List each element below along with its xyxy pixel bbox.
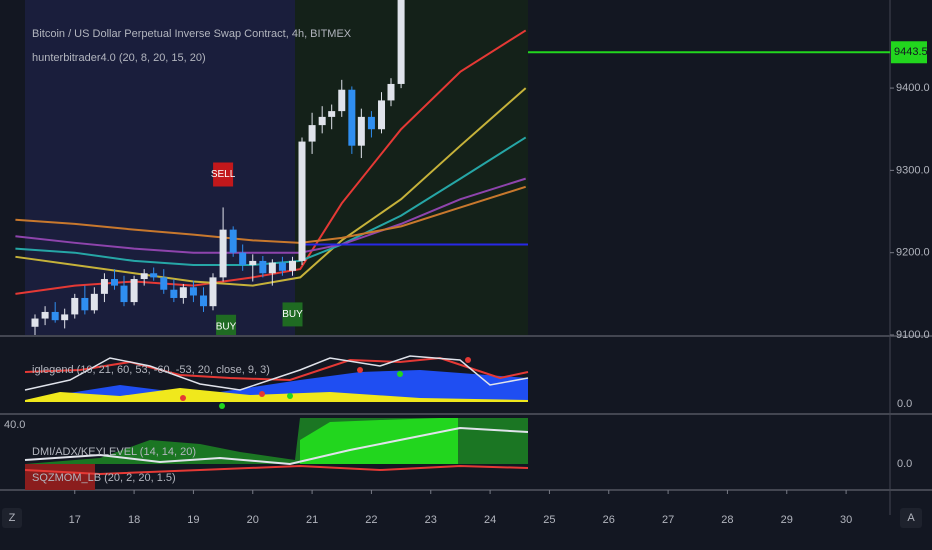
candle-body [90,293,98,311]
candle-body [140,273,148,280]
candle-body [170,289,178,298]
signal-label: BUY [282,309,303,320]
y-tick-label: 9300.0 [896,164,930,176]
candle-body [367,116,375,130]
candle-body [179,287,187,298]
signal-label-box [213,162,234,187]
candle-body [268,262,276,274]
indicator-label: DMI/ADX/KEYLEVEL (14, 14, 20) [32,446,196,458]
candle-body [150,273,158,278]
indicator-label: iglegend (10, 21, 60, 53, -60, -53, 20, … [32,364,270,376]
signal-dot [287,393,293,399]
y-tick-label: 9400.0 [896,82,930,94]
candle-body [357,116,365,146]
x-tick-label: 20 [247,514,259,526]
candle-body [200,295,208,307]
x-tick-label: 30 [840,514,852,526]
signal-label-box [282,302,303,327]
candle-body [259,260,267,274]
auto-scale-button[interactable] [900,508,922,528]
signal-dot [219,403,225,409]
auto-scale-label: A [907,512,915,524]
x-tick-label: 27 [662,514,674,526]
candle-body [120,285,128,303]
signal-dot [259,391,265,397]
indicator-area [25,388,528,402]
candle-body [51,311,59,321]
panel-tick-label: 0.0 [897,398,912,410]
candle-body [298,141,306,261]
x-tick-label: 21 [306,514,318,526]
candle-body [160,277,168,290]
last-price-box [891,41,927,64]
candle-body [31,318,39,327]
candle-body [249,260,257,266]
candle-body [378,100,386,130]
x-tick-label: 18 [128,514,140,526]
x-tick-label: 23 [425,514,437,526]
ma-line [15,185,526,244]
candle-body [278,262,286,271]
candle-body [387,83,395,101]
signal-dot [180,395,186,401]
y-tick-label: 9200.0 [896,247,930,259]
candle-body [397,0,405,84]
ma-line [15,87,527,287]
indicator-line [24,426,529,466]
signal-dot [465,357,471,363]
x-tick-label: 25 [543,514,555,526]
candle-body [308,125,316,142]
x-tick-label: 28 [721,514,733,526]
indicator-label: SQZMOM_LB (20, 2, 20, 1.5) [32,472,176,484]
signal-dot [357,367,363,373]
candle-body [100,279,108,294]
signal-dot [397,371,403,377]
y-tick-label: 9100.0 [896,329,930,341]
candle-body [338,89,346,112]
candle-body [81,297,89,311]
ma-line [15,177,526,254]
indicator-area [25,464,95,490]
shade-left [25,0,295,335]
candle-body [348,89,356,146]
signal-label: BUY [216,321,237,332]
candle-body [71,297,79,315]
candle-body [189,287,197,296]
last-price-label: 9443.5 [894,46,928,58]
main-panel: SELL BUY BUY [15,0,528,335]
zoom-button[interactable] [2,508,22,528]
candle-body [219,229,227,278]
candle-body [318,116,326,126]
panel-tick-label: 40.0 [4,419,25,431]
x-tick-label: 22 [365,514,377,526]
candle-body [229,229,237,253]
x-tick-label: 24 [484,514,496,526]
indicator-line [24,356,529,382]
signal-label: SELL [211,169,236,180]
ma-line [15,136,527,267]
x-tick-label: 17 [69,514,81,526]
zoom-button-label: Z [9,512,16,524]
candle-body [239,252,247,266]
panel-tick-label: 0.0 [897,458,912,470]
indicator-line [24,355,529,391]
x-tick-label: 19 [187,514,199,526]
chart-title: Bitcoin / US Dollar Perpetual Inverse Sw… [32,28,352,40]
candle-body [209,277,217,307]
indicator-line [24,464,529,476]
candle-body [130,279,138,303]
candle-body [41,311,49,319]
indicator-label: hunterbitrader4.0 (20, 8, 20, 15, 20) [32,52,206,64]
candle-body [111,279,119,286]
shade-right [295,0,528,335]
x-tick-label: 29 [781,514,793,526]
signal-label-box [216,314,237,335]
x-tick-label: 26 [603,514,615,526]
candle-body [328,111,336,117]
candle-body [61,314,69,321]
candle-body [289,260,297,271]
